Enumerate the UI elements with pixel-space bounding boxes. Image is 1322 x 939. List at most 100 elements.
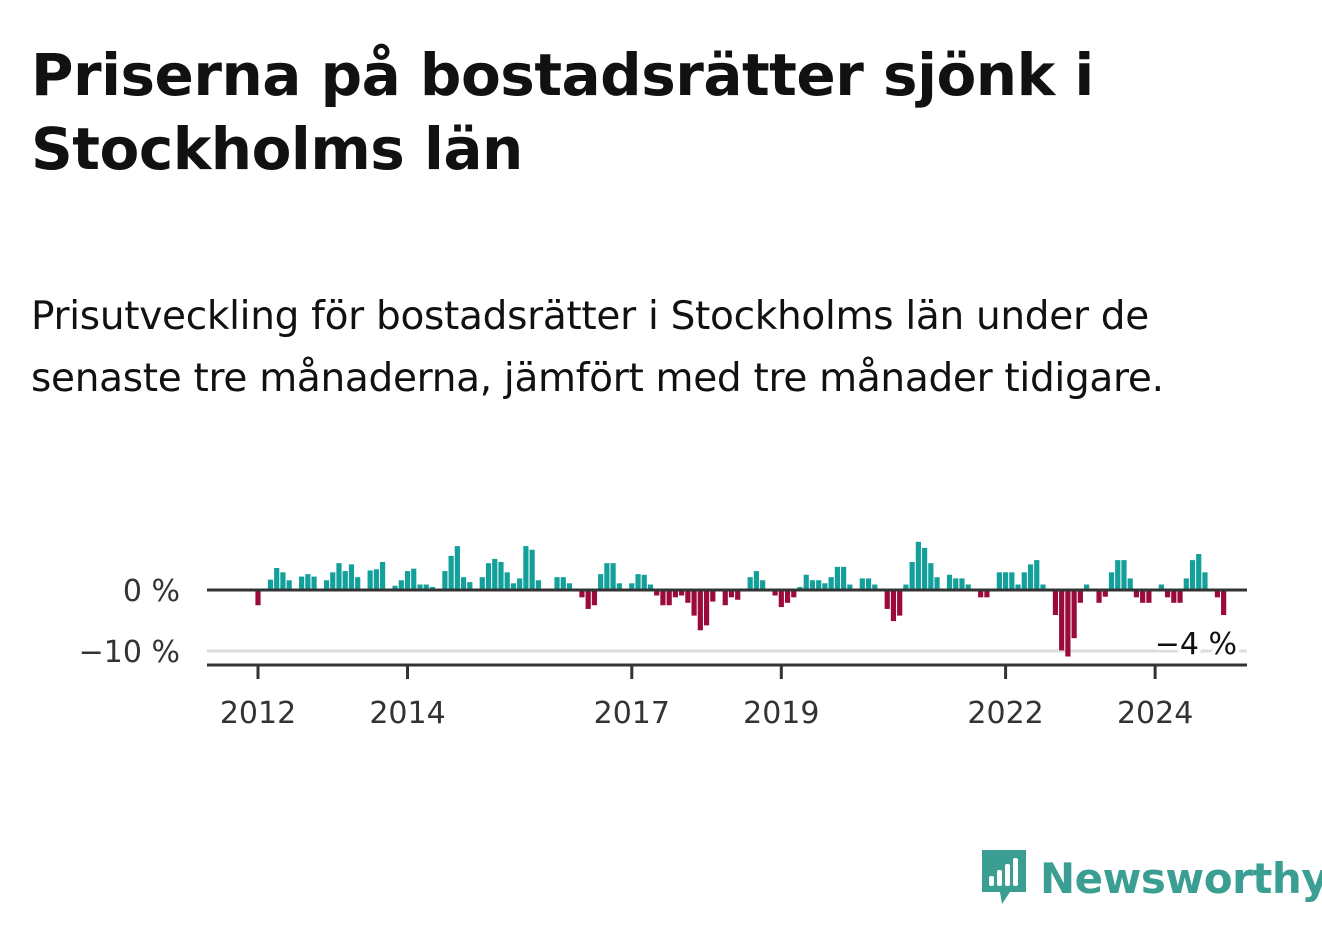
bar [380,561,386,590]
bar [373,569,379,590]
bar [479,577,485,590]
bar [604,563,610,590]
bar [953,578,959,590]
bar [934,577,940,590]
bar [703,590,710,626]
bar [311,576,317,590]
bar [1021,572,1027,590]
bar [641,574,647,590]
bar [485,563,492,590]
x-axis-ticks: 2012 2014 2017 2019 2022 2024 [220,665,1193,731]
bar [984,590,990,598]
bar [1183,578,1189,590]
bar [398,580,404,590]
bar [616,583,622,590]
bar [1083,584,1090,590]
bar [1015,584,1021,590]
bar [1196,554,1202,590]
bar [728,590,735,598]
bar [460,577,467,590]
bar [922,547,928,590]
bar [454,546,460,590]
bar [280,572,286,590]
bar [1189,560,1196,590]
bar [585,590,591,609]
bar [722,590,728,606]
bar [492,558,498,590]
bar [803,574,809,590]
bar [1202,572,1208,590]
bar [666,590,672,606]
bar [884,590,890,609]
chart-title: Priserna på bostadsrätter sjönk i Stockh… [31,41,1094,183]
bar-chart: 0 % −10 % 2012 2014 2017 2019 2022 2024 −4 % [79,541,1247,731]
bar [753,571,759,590]
bar [330,572,336,590]
bar [915,541,921,590]
bar [560,577,566,590]
bar [828,577,834,590]
bar [1077,590,1083,603]
bar [442,571,448,590]
bar [255,590,261,606]
bar [554,577,560,590]
bar [890,590,897,622]
bar [523,546,529,590]
bar [897,590,903,616]
bar [928,563,934,590]
bar [710,590,716,602]
bar [654,590,660,596]
bar [1177,590,1183,603]
x-tick-label: 2017 [594,696,670,731]
bar [1027,564,1034,590]
bar [504,572,510,590]
bar [535,580,541,590]
bar [847,584,853,590]
bar [647,584,654,590]
bar [691,590,697,616]
bar [629,583,635,590]
bar [348,564,355,590]
bar [1059,590,1065,651]
brand-name: Newsworthy [1040,853,1322,903]
bar [1121,560,1127,590]
bar [679,590,685,596]
bar [566,583,573,590]
bar [903,584,909,590]
bar [872,584,878,590]
bar [1065,590,1071,657]
bar [909,561,915,590]
bar [1140,590,1146,603]
bar [772,590,778,596]
bar [822,583,828,590]
y-tick-label: 0 % [123,574,180,609]
bar [1034,560,1040,590]
bar [747,577,753,590]
bar [1158,584,1164,590]
bar [610,563,616,590]
chart-subtitle: Prisutveckling för bostadsrätter i Stock… [31,294,1164,401]
bar [579,590,585,598]
bar [305,574,311,590]
y-axis-ticks: 0 % −10 % [79,574,180,670]
bar [965,584,971,590]
bar [1164,590,1171,598]
bar [1133,590,1140,598]
bar [978,590,984,598]
bar [274,568,280,590]
bar [517,578,523,590]
bar [735,590,741,600]
bar [797,586,803,590]
bar [1115,560,1121,590]
bar [660,590,666,606]
bar [791,590,797,598]
axes [207,588,1247,667]
bar [635,574,641,590]
bar [1052,590,1059,616]
bar [784,590,791,603]
bar [467,582,473,590]
bar [1096,590,1102,603]
bar [417,584,423,590]
x-tick-label: 2024 [1117,696,1193,731]
bar [1127,578,1133,590]
